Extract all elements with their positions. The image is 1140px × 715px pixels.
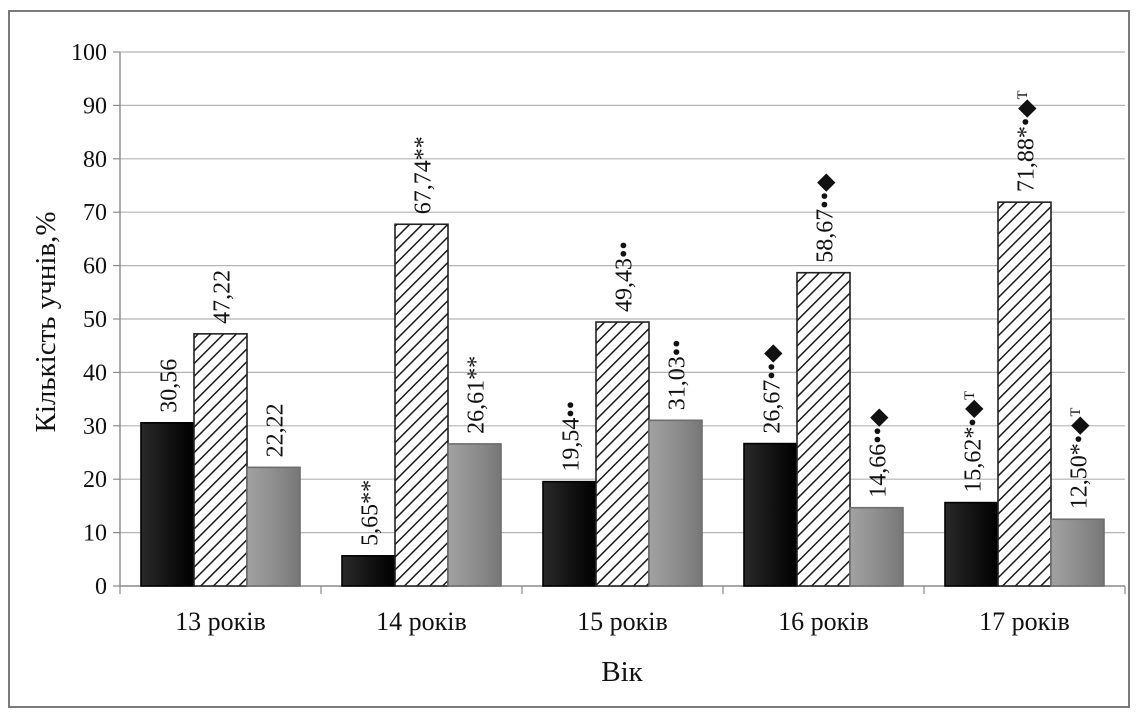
bar-series-3: [648, 419, 703, 587]
y-tick-label: 30: [83, 414, 107, 440]
bar-data-label: 26,61**: [464, 356, 490, 434]
x-category-label: 13 років: [175, 607, 266, 636]
y-tick-label: 0: [95, 574, 107, 600]
bar-data-label: 47,22: [210, 270, 236, 324]
x-category-label: 16 років: [778, 607, 869, 636]
y-tick-label: 20: [83, 467, 107, 493]
bar-series-3: [1050, 518, 1105, 587]
bar-data-label: 14,66••◆: [866, 408, 892, 498]
bar-series-2: [997, 201, 1052, 587]
bar-data-label: 19,54••: [559, 401, 585, 472]
y-tick-label: 50: [83, 307, 107, 333]
bar-series-2: [394, 223, 449, 587]
x-category-label: 15 років: [577, 607, 668, 636]
bar-series-1: [944, 501, 999, 587]
bar-chart: 0 10 20 30 40 50 60 70 80 90 100 13 років 14 років 15…: [30, 40, 1126, 688]
bar-data-label: 30,56: [157, 359, 183, 413]
bar-data-label: 58,67••◆: [813, 173, 839, 263]
bar-series-2: [796, 271, 851, 587]
bar-data-label: 49,43••: [612, 241, 638, 312]
y-tick-label: 10: [83, 521, 107, 547]
y-tick-label: 60: [83, 254, 107, 280]
data-labels: 30,56 47,22 22,22 5,65** 67,74** 26,61** 19,54…: [157, 90, 1093, 546]
bar-series-1: [140, 422, 195, 587]
y-tick-label: 80: [83, 147, 107, 173]
bar-data-label: 67,74**: [411, 136, 437, 214]
bar-series-1: [542, 480, 597, 587]
y-tick-label: 70: [83, 200, 107, 226]
bar-series-2: [193, 333, 248, 587]
y-axis-title: Кількість учнів,%: [30, 211, 62, 432]
bar-series-1: [743, 442, 798, 587]
bar-data-label: 5,65**: [358, 480, 384, 546]
bar-data-label: 71,88*•◆ᵀ: [1014, 90, 1040, 192]
x-axis-title: Вік: [601, 656, 643, 688]
bar-data-label: 26,67••◆: [760, 344, 786, 434]
bar-data-label: 15,62*•◆ᵀ: [961, 391, 987, 493]
bar-data-label: 31,03••: [665, 339, 691, 410]
axes: 0 10 20 30 40 50 60 70 80 90 100 13 років 14 років 15…: [71, 40, 1126, 636]
bar-series-3: [447, 443, 502, 587]
bar-series-2: [595, 321, 650, 587]
chart-frame: 0 10 20 30 40 50 60 70 80 90 100 13 років 14 років 15…: [8, 10, 1130, 708]
bar-series-3: [849, 506, 904, 587]
x-category-label: 17 років: [979, 607, 1070, 636]
y-tick-label: 100: [71, 40, 107, 66]
bar-series-1: [341, 555, 396, 587]
bar-data-label: 12,50*•◆ᵀ: [1067, 407, 1093, 509]
y-tick-label: 90: [83, 93, 107, 119]
bars: [140, 201, 1105, 587]
x-category-label: 14 років: [376, 607, 467, 636]
bar-data-label: 22,22: [263, 403, 289, 457]
bar-series-3: [246, 466, 301, 587]
y-tick-label: 40: [83, 360, 107, 386]
